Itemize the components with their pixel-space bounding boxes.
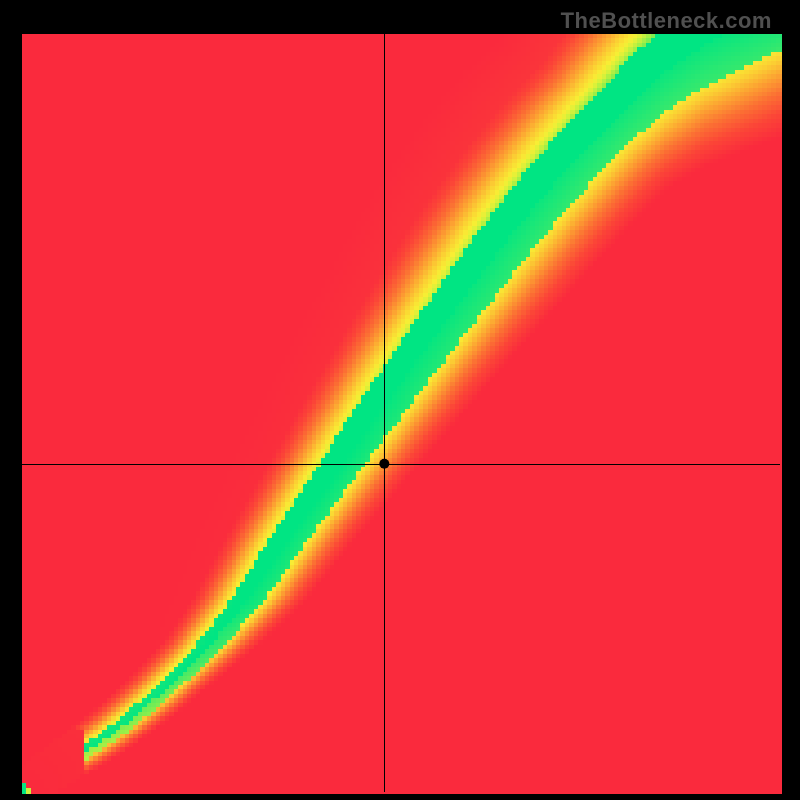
watermark-text: TheBottleneck.com — [561, 8, 772, 34]
bottleneck-heatmap — [0, 0, 800, 800]
chart-container: TheBottleneck.com — [0, 0, 800, 800]
